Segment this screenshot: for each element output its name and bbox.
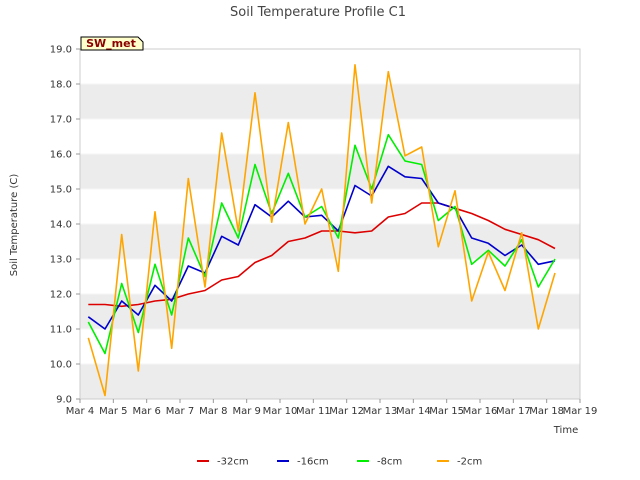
x-tick-label: Mar 4: [66, 406, 94, 417]
y-tick-label: 10.0: [50, 360, 72, 371]
y-axis: 9.0 10.0 11.0 12.0 13.0 14.0 15.0 16.0 17.0 18.0 1…: [50, 45, 80, 406]
x-tick-label: Mar 12: [329, 406, 364, 417]
y-axis-label: Soil Temperature (C): [9, 174, 20, 277]
x-tick-label: Mar 8: [199, 406, 227, 417]
x-tick-label: Mar 17: [496, 406, 531, 417]
x-tick-label: Mar 15: [429, 406, 464, 417]
x-tick-label: Mar 5: [99, 406, 127, 417]
y-tick-label: 9.0: [56, 395, 72, 406]
y-tick-label: 18.0: [50, 80, 72, 91]
grid-band: [80, 294, 580, 329]
legend-label: -16cm: [297, 457, 329, 468]
grid-band: [80, 84, 580, 119]
x-tick-label: Mar 19: [563, 406, 598, 417]
y-tick-label: 11.0: [50, 325, 72, 336]
y-tick-label: 16.0: [50, 150, 72, 161]
y-tick-label: 14.0: [50, 220, 72, 231]
legend-label: -8cm: [377, 457, 402, 468]
badge-shape: [80, 36, 144, 51]
grid-bands: [80, 83, 580, 399]
x-tick-label: Mar 6: [132, 406, 160, 417]
grid-band: [80, 364, 580, 399]
y-tick-label: 13.0: [50, 255, 72, 266]
x-tick-label: Mar 9: [232, 406, 260, 417]
x-tick-label: Mar 14: [396, 406, 431, 417]
grid-band: [80, 154, 580, 189]
sw-met-badge: SW_met: [80, 36, 144, 51]
badge-label: SW_met: [86, 37, 136, 50]
series-line-2cmcm: [87, 64, 556, 397]
x-axis: Mar 4 Mar 5 Mar 6 Mar 7 Mar 8 Mar 9 Mar 10Mar …: [66, 399, 598, 417]
x-tick-label: Mar 18: [529, 406, 564, 417]
legend-label: -2cm: [457, 457, 482, 468]
y-tick-label: 12.0: [50, 290, 72, 301]
y-tick-label: 19.0: [50, 45, 72, 56]
x-tick-label: Mar 10: [263, 406, 298, 417]
legend-label: -32cm: [217, 457, 249, 468]
y-tick-label: 17.0: [50, 115, 72, 126]
x-tick-label: Mar 11: [296, 406, 331, 417]
y-tick-label: 15.0: [50, 185, 72, 196]
x-axis-label: Time: [553, 425, 578, 436]
x-tick-label: Mar 7: [166, 406, 194, 417]
x-tick-label: Mar 16: [463, 406, 498, 417]
chart-title: Soil Temperature Profile C1: [230, 5, 406, 20]
legend: -32cm -16cm -8cm -2cm: [197, 457, 482, 468]
x-tick-label: Mar 13: [363, 406, 398, 417]
series-lines: [87, 64, 556, 397]
